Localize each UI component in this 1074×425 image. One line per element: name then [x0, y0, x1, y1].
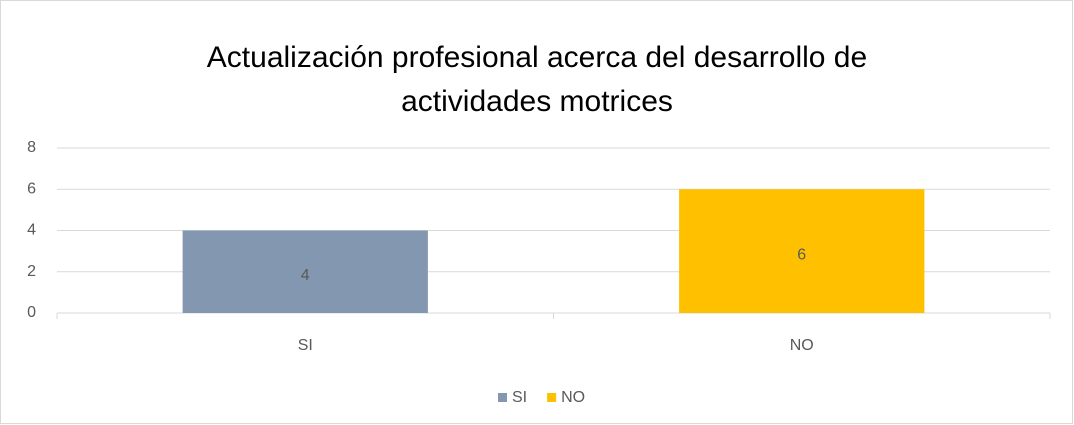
y-tick-label: 0 [27, 304, 36, 321]
x-tick-label: NO [790, 337, 814, 354]
legend-swatch [547, 393, 557, 402]
data-label: 4 [301, 267, 310, 284]
chart-title: Actualización profesional acerca del des… [206, 41, 868, 118]
bar [679, 189, 925, 313]
y-tick-label: 8 [27, 139, 36, 156]
data-label: 6 [797, 246, 806, 263]
legend-label: NO [561, 389, 585, 406]
x-tick-label: SI [298, 337, 313, 354]
y-tick-label: 6 [27, 180, 36, 197]
y-tick-label: 4 [27, 222, 36, 239]
legend-swatch [498, 393, 507, 402]
bar [182, 230, 428, 313]
legend-label: SI [512, 389, 527, 406]
y-tick-label: 2 [27, 263, 36, 280]
